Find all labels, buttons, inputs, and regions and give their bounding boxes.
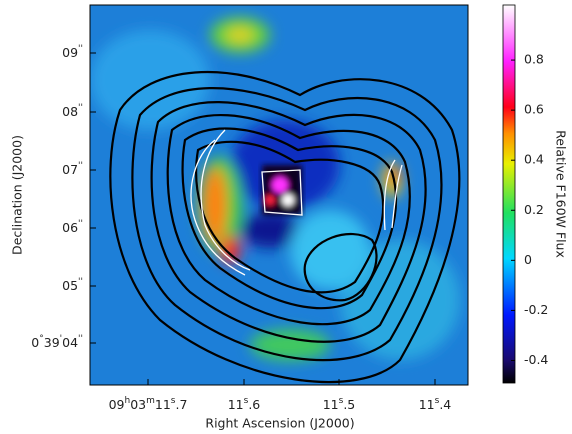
colorbar-tick-label: 0.6 (524, 102, 544, 117)
x-axis-title: Right Ascension (J2000) (205, 416, 354, 431)
y-tick-label: 0°39'04'' (31, 334, 83, 350)
colorbar-tick-label: 0.2 (524, 202, 544, 217)
y-tick-label: 09'' (62, 44, 83, 60)
flux-image (90, 5, 468, 385)
y-tick-label: 05'' (62, 277, 83, 293)
colorbar-tick-label: -0.2 (524, 302, 548, 317)
x-tick-label: 11s.6 (228, 396, 261, 412)
colorbar (502, 4, 516, 384)
colorbar-tick-label: 0.8 (524, 52, 544, 67)
colorbar-tick-label: 0 (524, 252, 532, 267)
y-tick-label: 06'' (62, 219, 83, 235)
colorbar-title: Relative F160W Flux (554, 130, 569, 258)
colorbar-tick-label: -0.4 (524, 352, 548, 367)
x-tick-label: 09h03m11s.7 (109, 396, 188, 412)
y-tick-label: 07'' (62, 161, 83, 177)
y-axis-title: Declination (J2000) (10, 135, 25, 255)
x-tick-label: 11s.5 (323, 396, 356, 412)
x-tick-label: 11s.4 (419, 396, 452, 412)
colorbar-tick-label: 0.4 (524, 152, 544, 167)
plot-frame (89, 4, 469, 386)
y-tick-label: 08'' (62, 103, 83, 119)
